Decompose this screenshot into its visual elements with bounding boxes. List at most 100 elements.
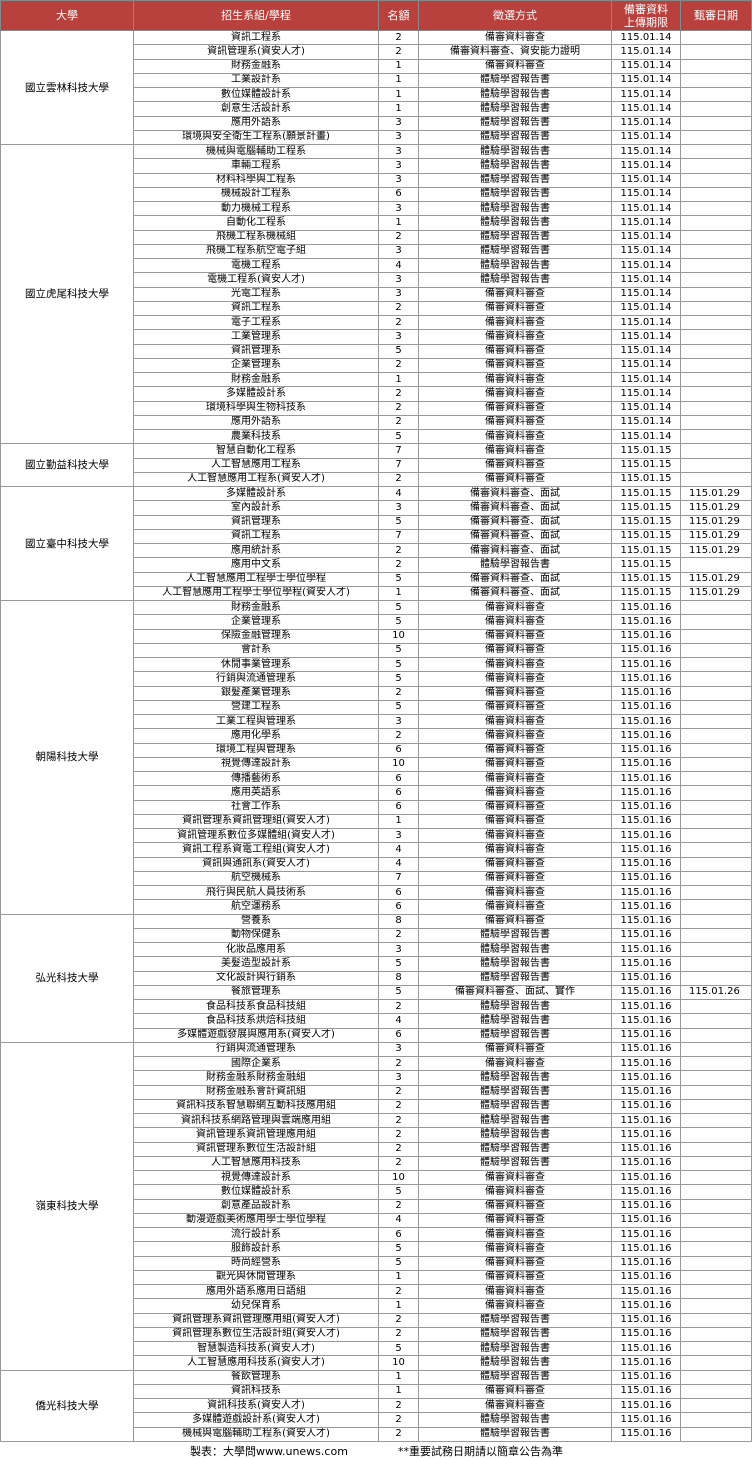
- department: 飛機工程系航空電子組: [133, 243, 379, 260]
- table-row: 弘光科技大學 營養系 8 備審資料審查 115.01.16: [0, 913, 752, 1043]
- department: 資訊科技系網路管理與雲端應用組: [133, 1112, 379, 1129]
- empty-cell: [680, 671, 752, 687]
- quota: 4: [378, 1013, 419, 1029]
- selection-method: 備審資料審查、面試: [418, 585, 612, 602]
- column-header: 大學: [0, 0, 134, 31]
- department: 航空運務系: [133, 899, 379, 915]
- upload-deadline: 115.01.15: [611, 457, 681, 473]
- table-row: 時尚經營系 5 備審資料審查 115.01.16: [1, 1255, 752, 1271]
- empty-cell: [680, 371, 752, 388]
- department: 資訊管理系: [133, 514, 379, 530]
- table-row: 應用統計系 2 備審資料審查、面試 115.01.15 115.01.29: [1, 542, 752, 559]
- quota: 6: [378, 899, 419, 915]
- table-row: 財務金融系財務金融組 3 體驗學習報告書 115.01.16: [1, 1070, 752, 1086]
- upload-deadline: 115.01.14: [611, 186, 681, 203]
- selection-method: 備審資料審查: [418, 913, 612, 929]
- quota: 5: [378, 343, 419, 359]
- empty-cell: [680, 1326, 752, 1343]
- quota: 2: [378, 314, 419, 331]
- quota: 2: [378, 998, 419, 1015]
- empty-cell: [680, 1426, 752, 1442]
- quota: 5: [378, 1184, 419, 1200]
- selection-method: 體驗學習報告書: [418, 115, 612, 131]
- empty-cell: [680, 357, 752, 374]
- empty-cell: [680, 443, 752, 459]
- empty-cell: [680, 1013, 752, 1029]
- upload-deadline: 115.01.15: [611, 500, 681, 516]
- header-row: 大學 招生系組/學程 名額 徵選方式 備審資料上傳期限 甄審日期: [0, 0, 752, 31]
- selection-method: 備審資料審查、面試: [418, 514, 612, 530]
- table-row: 資訊科技系網路管理與雲端應用組 2 體驗學習報告書 115.01.16: [1, 1112, 752, 1129]
- quota: 5: [378, 656, 419, 673]
- upload-deadline: 115.01.16: [611, 756, 681, 773]
- selection-method: 體驗學習報告書: [418, 1355, 612, 1371]
- selection-method: 備審資料審查: [418, 314, 612, 331]
- selection-method: 體驗學習報告書: [418, 1127, 612, 1143]
- upload-deadline: 115.01.14: [611, 428, 681, 445]
- selection-method: 體驗學習報告書: [418, 998, 612, 1015]
- quota: 2: [378, 1155, 419, 1172]
- quota: 5: [378, 1255, 419, 1271]
- table-row: 資訊工程系 2 備審資料審查 115.01.14: [1, 300, 752, 317]
- selection-method: 備審資料審查: [418, 1397, 612, 1414]
- upload-deadline: 115.01.16: [611, 856, 681, 872]
- quota: 6: [378, 884, 419, 901]
- university: 國立臺中科技大學: [0, 486, 134, 601]
- quota: 3: [378, 1070, 419, 1086]
- selection-method: 備審資料審查: [418, 1283, 612, 1300]
- department: 創意產品設計系: [133, 1198, 379, 1214]
- selection-method: 備審資料審查: [418, 1169, 612, 1186]
- upload-deadline: 115.01.16: [611, 899, 681, 915]
- empty-cell: [680, 856, 752, 872]
- department: 營建工程系: [133, 699, 379, 716]
- selection-method: 備審資料審查: [418, 642, 612, 659]
- department: 室內設計系: [133, 500, 379, 516]
- table-row: 食品科技系烘焙科技組 4 體驗學習報告書 115.01.16: [1, 1013, 752, 1029]
- column-header: 備審資料上傳期限: [611, 0, 681, 31]
- selection-method: 備審資料審查: [418, 671, 612, 687]
- selection-method: 體驗學習報告書: [418, 1312, 612, 1328]
- empty-cell: [680, 215, 752, 231]
- selection-method: 體驗學習報告書: [418, 229, 612, 245]
- upload-deadline: 115.01.16: [611, 1369, 681, 1385]
- quota: 5: [378, 599, 419, 616]
- upload-deadline: 115.01.16: [611, 742, 681, 758]
- empty-cell: [680, 400, 752, 416]
- empty-cell: [680, 329, 752, 345]
- department: 人工智慧應用工程學士學位學程(資安人才): [133, 585, 379, 602]
- quota: 4: [378, 1212, 419, 1229]
- upload-deadline: 115.01.16: [611, 1112, 681, 1129]
- department: 動力機械工程系: [133, 200, 379, 217]
- empty-cell: [680, 1141, 752, 1157]
- department: 航空機械系: [133, 870, 379, 887]
- upload-deadline: 115.01.16: [611, 1355, 681, 1371]
- department: 財務金融系會計資訊組: [133, 1084, 379, 1100]
- empty-cell: [680, 1355, 752, 1371]
- selection-method: 備審資料審查: [418, 1383, 612, 1400]
- quota: 5: [378, 428, 419, 445]
- upload-deadline: 115.01.16: [611, 1241, 681, 1257]
- table-row: 多媒體設計系 2 備審資料審查 115.01.14: [1, 386, 752, 402]
- empty-cell: [680, 927, 752, 944]
- selection-method: 體驗學習報告書: [418, 158, 612, 174]
- upload-deadline: 115.01.14: [611, 257, 681, 274]
- interview-date: 115.01.29: [680, 542, 752, 559]
- selection-method: 體驗學習報告書: [418, 215, 612, 231]
- quota: 3: [378, 1041, 419, 1058]
- department: 多媒體遊戲設計系(資安人才): [133, 1412, 379, 1428]
- department: 電子工程系: [133, 314, 379, 331]
- empty-cell: [680, 813, 752, 830]
- footer-note: **重要試務日期請以簡章公告為準: [398, 1444, 563, 1458]
- upload-deadline: 115.01.15: [611, 443, 681, 459]
- empty-cell: [680, 827, 752, 844]
- selection-method: 備審資料審查: [418, 599, 612, 616]
- empty-cell: [680, 300, 752, 317]
- table-row: 資訊管理系 5 備審資料審查、面試 115.01.15 115.01.29: [1, 514, 752, 530]
- empty-cell: [680, 1298, 752, 1314]
- selection-method: 體驗學習報告書: [418, 101, 612, 117]
- selection-method: 備審資料審查: [418, 1241, 612, 1257]
- empty-cell: [680, 457, 752, 473]
- selection-method: 備審資料審查: [418, 685, 612, 701]
- department: 光電工程系: [133, 286, 379, 302]
- quota: 2: [378, 471, 419, 488]
